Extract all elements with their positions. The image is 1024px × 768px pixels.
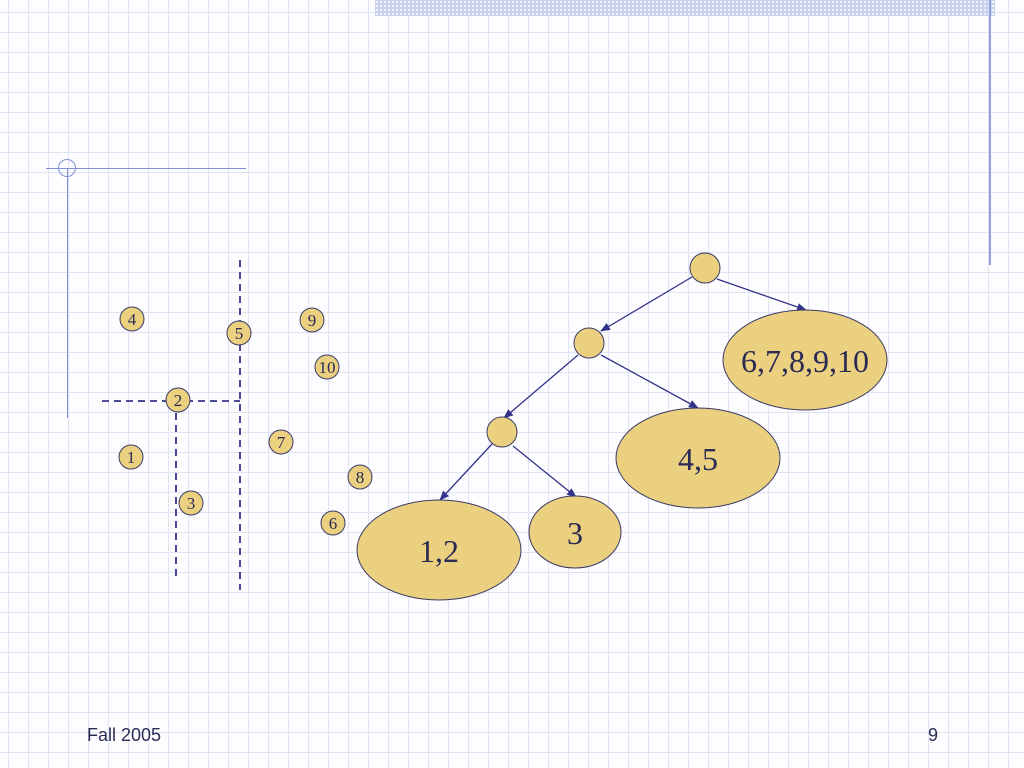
leaf-6-7-8-9-10-label: 6,7,8,9,10: [741, 343, 869, 379]
point-4-label: 4: [128, 310, 137, 329]
point-3-label: 3: [187, 494, 196, 513]
leaf-4-5: 4,5: [615, 407, 781, 509]
top-decorative-band: [375, 0, 995, 16]
point-1: 1: [118, 444, 144, 470]
tree-edges: [439, 276, 807, 501]
corner-vertical-line: [67, 168, 68, 418]
point-9-label: 9: [308, 311, 317, 330]
point-9: 9: [299, 307, 325, 333]
edge-internal-a-to-leaf-4-5: [600, 354, 699, 409]
point-1-label: 1: [127, 448, 136, 467]
edge-internal-b-to-leaf-1-2: [439, 443, 493, 501]
slide-number: 9: [927, 725, 938, 745]
tree-root-node: [689, 252, 721, 284]
point-5: 5: [226, 320, 252, 346]
tree-internal-node-b: [486, 416, 518, 448]
point-6: 6: [320, 510, 346, 536]
point-3: 3: [178, 490, 204, 516]
leaf-3: 3: [528, 495, 622, 569]
corner-horizontal-line: [46, 168, 246, 169]
split-lines: [102, 260, 241, 590]
leaf-6-7-8-9-10: 6,7,8,9,10: [722, 309, 888, 411]
tree-internal-node-a: [573, 327, 605, 359]
point-10: 10: [314, 354, 340, 380]
leaf-3-label: 3: [567, 515, 583, 551]
point-8-label: 8: [356, 468, 365, 487]
point-2-label: 2: [174, 391, 183, 410]
edge-root-to-leaf-6-10: [716, 278, 807, 311]
point-10-label: 10: [319, 358, 336, 377]
point-2: 2: [165, 387, 191, 413]
edge-internal-b-to-leaf-3: [512, 445, 577, 498]
point-8: 8: [347, 464, 373, 490]
corner-circle-ornament: [58, 159, 76, 177]
footer-date: Fall 2005: [87, 725, 162, 745]
point-7: 7: [268, 429, 294, 455]
leaf-4-5-label: 4,5: [678, 441, 718, 477]
point-set: 1 2 3 4 5 6 7 8: [118, 306, 373, 536]
point-7-label: 7: [277, 433, 286, 452]
right-vertical-rule: [989, 0, 991, 265]
edge-internal-a-to-internal-b: [503, 354, 579, 419]
tree-internal-nodes: [486, 252, 721, 448]
leaf-1-2-label: 1,2: [419, 533, 459, 569]
tree-leaf-nodes: 6,7,8,9,10 4,5 1,2 3: [356, 309, 888, 601]
point-6-label: 6: [329, 514, 338, 533]
leaf-1-2: 1,2: [356, 499, 522, 601]
point-4: 4: [119, 306, 145, 332]
point-5-label: 5: [235, 324, 244, 343]
edge-root-to-internal-a: [600, 276, 693, 332]
